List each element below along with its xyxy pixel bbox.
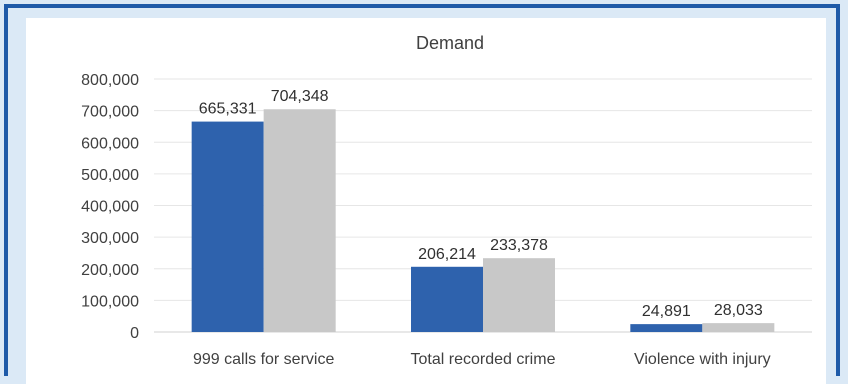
bar-series-1 <box>411 266 483 332</box>
bar-series-2 <box>702 323 775 332</box>
y-tick-label: 400,000 <box>81 199 139 216</box>
data-label: 233,378 <box>490 237 548 254</box>
x-category-label: Violence with injury <box>634 351 771 368</box>
y-tick-label: 800,000 <box>81 72 139 89</box>
bar-chart: Demand 0 100,000 200,000 300,000 400,000 500,… <box>81 33 812 368</box>
data-label: 704,348 <box>271 88 329 105</box>
x-axis-categories: 999 calls for service Total recorded crim… <box>193 351 771 368</box>
y-tick-label: 200,000 <box>81 262 139 279</box>
data-label: 665,331 <box>199 101 257 118</box>
bar-series-1 <box>191 121 264 332</box>
bar-series-1 <box>630 324 703 332</box>
chart-title: Demand <box>416 33 484 53</box>
y-axis-ticks: 0 100,000 200,000 300,000 400,000 500,000 600,… <box>81 72 139 342</box>
y-tick-label: 100,000 <box>81 293 139 310</box>
data-labels: 665,331 704,348 206,214 233,378 24,891 28,033 <box>199 88 763 320</box>
y-tick-label: 700,000 <box>81 104 139 121</box>
data-label: 28,033 <box>714 302 763 319</box>
y-tick-label: 0 <box>130 325 139 342</box>
data-label: 206,214 <box>418 246 476 263</box>
chart-frame: Demand 0 100,000 200,000 300,000 400,000 500,… <box>4 4 840 384</box>
x-category-label: Total recorded crime <box>411 351 556 368</box>
chart-panel: Demand 0 100,000 200,000 300,000 400,000 500,… <box>26 18 826 384</box>
x-category-label: 999 calls for service <box>193 351 334 368</box>
y-tick-label: 500,000 <box>81 167 139 184</box>
data-label: 24,891 <box>642 303 691 320</box>
bars <box>191 109 775 333</box>
y-tick-label: 300,000 <box>81 230 139 247</box>
y-tick-label: 600,000 <box>81 135 139 152</box>
bar-series-2 <box>263 109 336 333</box>
bar-series-2 <box>483 258 555 332</box>
